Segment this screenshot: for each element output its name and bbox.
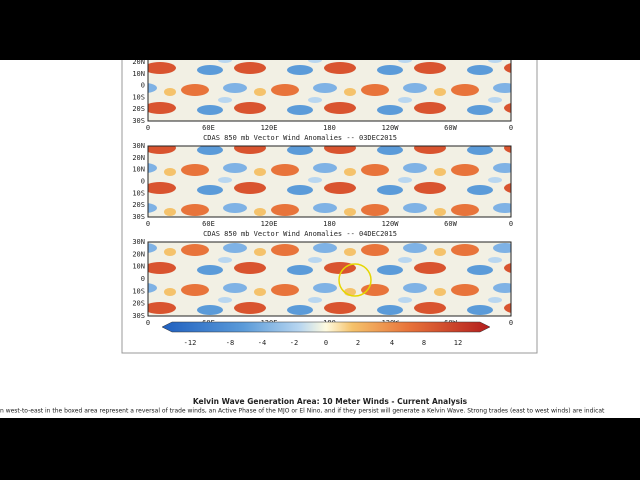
lon-label: 120E — [261, 220, 278, 228]
top-band — [0, 0, 640, 60]
wind-map — [147, 241, 512, 317]
colorbar-label: -12 — [184, 339, 197, 347]
lat-label: 20S — [132, 300, 145, 308]
colorbar-label: -2 — [290, 339, 298, 347]
lat-label: 30S — [132, 213, 145, 221]
colorbar — [161, 321, 491, 333]
lat-label: 0 — [141, 275, 145, 283]
lat-label: 30N — [132, 142, 145, 150]
lat-label: 30S — [132, 117, 145, 125]
colorbar-label: 4 — [390, 339, 394, 347]
lat-label: 20N — [132, 154, 145, 162]
lat-label: 0 — [141, 178, 145, 186]
lat-label: 10S — [132, 189, 145, 197]
colorbar-label: 12 — [454, 339, 462, 347]
lat-label: 20N — [132, 58, 145, 66]
lon-label: 60E — [202, 220, 215, 228]
colorbar-label: -4 — [258, 339, 266, 347]
lon-label: 0 — [146, 319, 150, 327]
lat-label: 10S — [132, 93, 145, 101]
lon-label: 0 — [146, 220, 150, 228]
panel-title: CDAS 850 mb Vector Wind Anomalies -- 03D… — [203, 134, 397, 142]
lon-label: 0 — [146, 124, 150, 132]
lat-label: 30N — [132, 238, 145, 246]
lat-label: 10N — [132, 166, 145, 174]
lon-label: 60E — [202, 124, 215, 132]
lon-label: 120E — [261, 124, 278, 132]
caption: Kelvin Wave Generation Area: 10 Meter Wi… — [193, 397, 468, 406]
lat-label: 20S — [132, 105, 145, 113]
lat-label: 20N — [132, 250, 145, 258]
lat-label: 20S — [132, 201, 145, 209]
colorbar-label: 0 — [324, 339, 328, 347]
highlight-circle — [338, 263, 372, 297]
lon-label: 120W — [382, 124, 400, 132]
lat-label: 10S — [132, 287, 145, 295]
lon-label: 60W — [444, 124, 457, 132]
lon-label: 0 — [509, 319, 513, 327]
wind-map — [147, 49, 512, 122]
lon-label: 0 — [509, 124, 513, 132]
colorbar-label: 2 — [356, 339, 360, 347]
lon-label: 180 — [323, 220, 336, 228]
wind-map — [147, 145, 512, 218]
colorbar-label: -8 — [226, 339, 234, 347]
description: n west-to-east in the boxed area represe… — [0, 408, 605, 415]
lat-label: 10N — [132, 70, 145, 78]
lon-label: 0 — [509, 220, 513, 228]
colorbar-label: 8 — [422, 339, 426, 347]
lon-label: 120W — [382, 220, 400, 228]
bottom-band — [0, 418, 640, 480]
panel-title: CDAS 850 mb Vector Wind Anomalies -- 04D… — [203, 230, 397, 238]
lon-label: 180 — [323, 124, 336, 132]
lat-label: 10N — [132, 263, 145, 271]
lat-label: 0 — [141, 82, 145, 90]
lat-label: 30S — [132, 312, 145, 320]
lon-label: 60W — [444, 220, 457, 228]
